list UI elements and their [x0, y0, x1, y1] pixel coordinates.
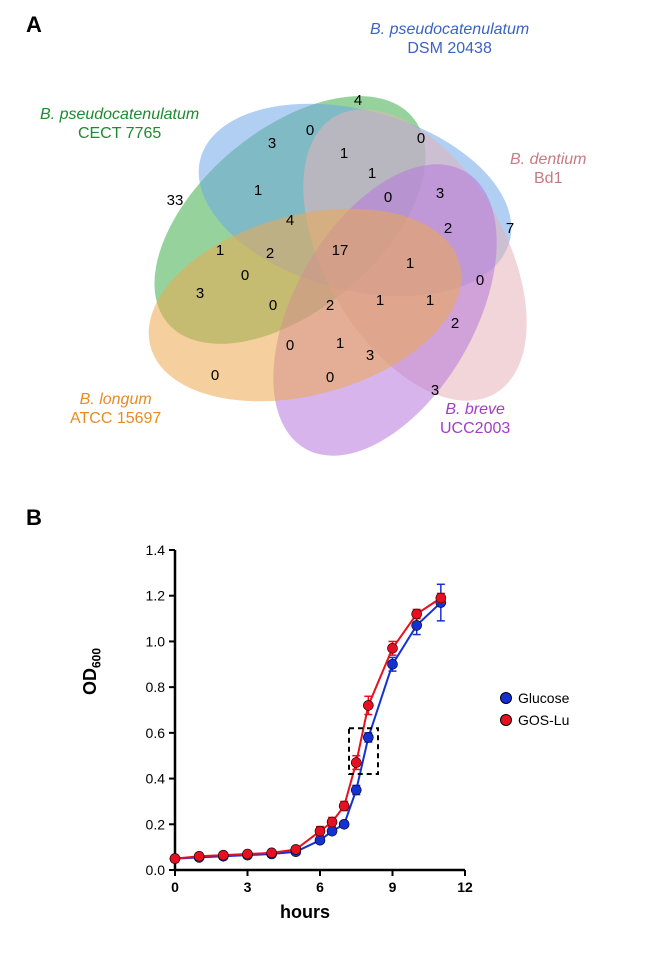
- venn-region-count: 0: [269, 297, 277, 314]
- legend-dot-goslu: [500, 714, 512, 726]
- legend-label-goslu: GOS-Lu: [518, 712, 569, 728]
- y-axis-label: OD600: [80, 648, 104, 695]
- species-label: B. pseudocatenulatumCECT 7765: [40, 105, 199, 143]
- x-tick-label: 12: [457, 879, 473, 895]
- data-point: [327, 817, 337, 827]
- venn-region-count: 1: [426, 292, 434, 309]
- x-tick-label: 6: [316, 879, 324, 895]
- data-point: [267, 848, 277, 858]
- x-axis-label: hours: [280, 902, 330, 923]
- data-point: [243, 849, 253, 859]
- data-point: [351, 785, 361, 795]
- venn-region-count: 0: [211, 367, 219, 384]
- venn-region-count: 0: [476, 272, 484, 289]
- venn-region-count: 0: [417, 130, 425, 147]
- venn-region-count: 1: [254, 182, 262, 199]
- venn-region-count: 1: [336, 335, 344, 352]
- venn-region-count: 0: [286, 337, 294, 354]
- y-tick-label: 0.4: [146, 771, 166, 787]
- venn-region-count: 3: [436, 185, 444, 202]
- data-point: [363, 732, 373, 742]
- venn-region-count: 0: [241, 267, 249, 284]
- venn-region-count: 0: [384, 189, 392, 206]
- venn-region-count: 1: [216, 242, 224, 259]
- data-point: [351, 758, 361, 768]
- data-point: [327, 826, 337, 836]
- data-point: [388, 659, 398, 669]
- y-tick-label: 1.4: [146, 542, 166, 558]
- venn-region-count: 1: [406, 255, 414, 272]
- data-point: [291, 844, 301, 854]
- y-tick-label: 1.0: [146, 633, 166, 649]
- data-point: [388, 643, 398, 653]
- species-label: B. pseudocatenulatumDSM 20438: [370, 20, 529, 58]
- data-point: [218, 850, 228, 860]
- venn-region-count: 3: [431, 382, 439, 399]
- panel-b-label: B: [26, 505, 42, 531]
- series-line: [175, 603, 441, 859]
- data-point: [339, 819, 349, 829]
- venn-region-count: 0: [326, 369, 334, 386]
- data-point: [170, 854, 180, 864]
- venn-region-count: 1: [340, 145, 348, 162]
- data-point: [412, 620, 422, 630]
- data-point: [363, 700, 373, 710]
- data-point: [315, 826, 325, 836]
- venn-region-count: 3: [268, 135, 276, 152]
- legend-dot-glucose: [500, 692, 512, 704]
- venn-region-count: 4: [354, 92, 362, 109]
- y-tick-label: 0.6: [146, 725, 166, 741]
- venn-region-count: 2: [444, 220, 452, 237]
- legend-item-glucose: Glucose: [500, 690, 569, 706]
- x-tick-label: 0: [171, 879, 179, 895]
- growth-chart: 0.00.20.40.60.81.01.21.4036912 OD600 hou…: [120, 540, 480, 920]
- species-label: B. longumATCC 15697: [70, 390, 161, 428]
- legend-item-goslu: GOS-Lu: [500, 712, 569, 728]
- y-tick-label: 0.0: [146, 862, 166, 878]
- chart-svg: 0.0 0.2 0.4 0.6 0.8 1.0 1.2 1.4 0 3 6 9 12: [120, 540, 480, 920]
- venn-region-count: 1: [368, 165, 376, 182]
- legend-label-glucose: Glucose: [518, 690, 569, 706]
- venn-region-count: 33: [167, 192, 184, 209]
- species-label: B. dentiumBd1: [510, 150, 586, 188]
- venn-region-count: 17: [332, 242, 349, 259]
- data-point: [436, 593, 446, 603]
- venn-region-count: 2: [266, 245, 274, 262]
- venn-region-count: 3: [196, 285, 204, 302]
- data-point: [339, 801, 349, 811]
- x-tick-label: 9: [389, 879, 397, 895]
- venn-region-count: 7: [506, 220, 514, 237]
- venn-region-count: 2: [451, 315, 459, 332]
- y-tick-label: 0.8: [146, 679, 166, 695]
- venn-region-count: 2: [326, 297, 334, 314]
- chart-legend: Glucose GOS-Lu: [500, 690, 569, 734]
- x-tick-label: 3: [244, 879, 252, 895]
- venn-diagram: 433301101403712170210302112013030 B. pse…: [40, 30, 630, 470]
- y-tick-label: 0.2: [146, 816, 166, 832]
- data-point: [315, 835, 325, 845]
- highlight-box: [349, 728, 378, 774]
- venn-region-count: 1: [376, 292, 384, 309]
- series-line: [175, 598, 441, 859]
- venn-region-count: 3: [366, 347, 374, 364]
- venn-region-count: 0: [306, 122, 314, 139]
- data-point: [194, 851, 204, 861]
- venn-region-count: 4: [286, 212, 294, 229]
- y-tick-label: 1.2: [146, 588, 166, 604]
- data-point: [412, 609, 422, 619]
- species-label: B. breveUCC2003: [440, 400, 510, 438]
